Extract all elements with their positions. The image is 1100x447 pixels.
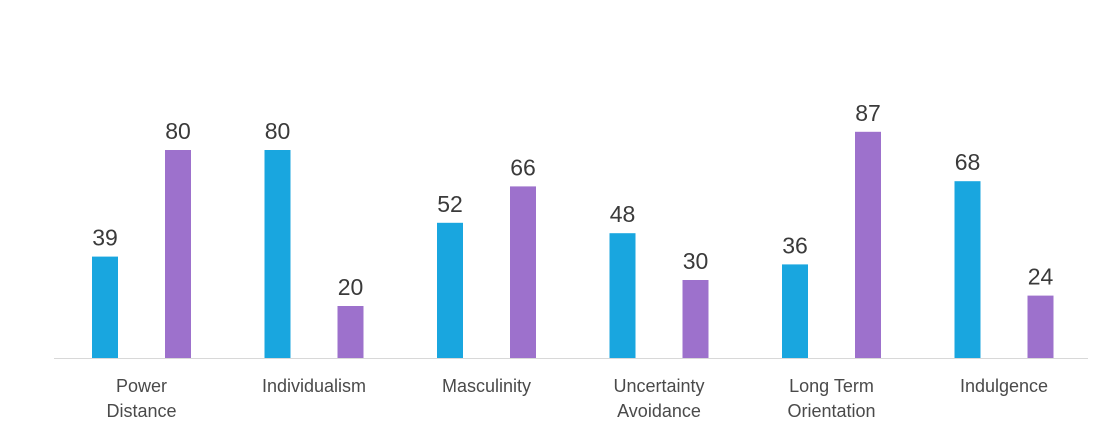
x-tick-label-6-line1: Indulgence [960, 376, 1048, 396]
x-tick-label-5-line1: Long Term [789, 376, 874, 396]
data-label-series2-3: 66 [510, 154, 536, 180]
data-label-series1-6: 68 [955, 149, 981, 175]
data-label-series1-1: 39 [92, 225, 118, 251]
bar-series1-2 [264, 150, 291, 358]
x-tick-label-5-line2: Orientation [787, 401, 875, 421]
bar-series2-2 [337, 306, 364, 358]
bar-series1-5 [782, 264, 808, 358]
x-tick-label-1-line1: Power [116, 376, 167, 396]
bar-series2-4 [682, 280, 709, 358]
bar-series2-3 [510, 186, 536, 358]
data-label-series2-6: 24 [1028, 264, 1054, 290]
bar-series1-6 [954, 181, 981, 358]
bars-layer [92, 131, 1054, 358]
data-label-series1-3: 52 [437, 191, 463, 217]
value-labels-layer: 39 80 80 20 52 66 48 30 36 87 68 24 [92, 100, 1053, 300]
x-tick-label-2-line1: Individualism [262, 376, 366, 396]
x-tick-label-4-line2: Avoidance [617, 401, 701, 421]
data-label-series2-5: 87 [855, 100, 881, 126]
bar-series1-3 [437, 222, 463, 358]
x-tick-label-1-line2: Distance [106, 401, 176, 421]
data-label-series2-1: 80 [165, 118, 191, 144]
data-label-series2-2: 20 [338, 274, 364, 300]
bar-series1-1 [92, 256, 118, 358]
bar-series2-5 [855, 131, 881, 358]
data-label-series1-2: 80 [265, 118, 291, 144]
bar-series2-6 [1027, 295, 1054, 358]
x-tick-label-3-line1: Masculinity [442, 376, 531, 396]
data-label-series1-5: 36 [782, 232, 808, 258]
data-label-series1-4: 48 [610, 201, 636, 227]
bar-series1-4 [609, 233, 636, 358]
x-axis-tick-labels: Power Distance Individualism Masculinity Unc… [106, 376, 1048, 421]
bar-series2-1 [165, 150, 191, 358]
data-label-series2-4: 30 [683, 248, 709, 274]
x-tick-label-4-line1: Uncertainty [613, 376, 704, 396]
